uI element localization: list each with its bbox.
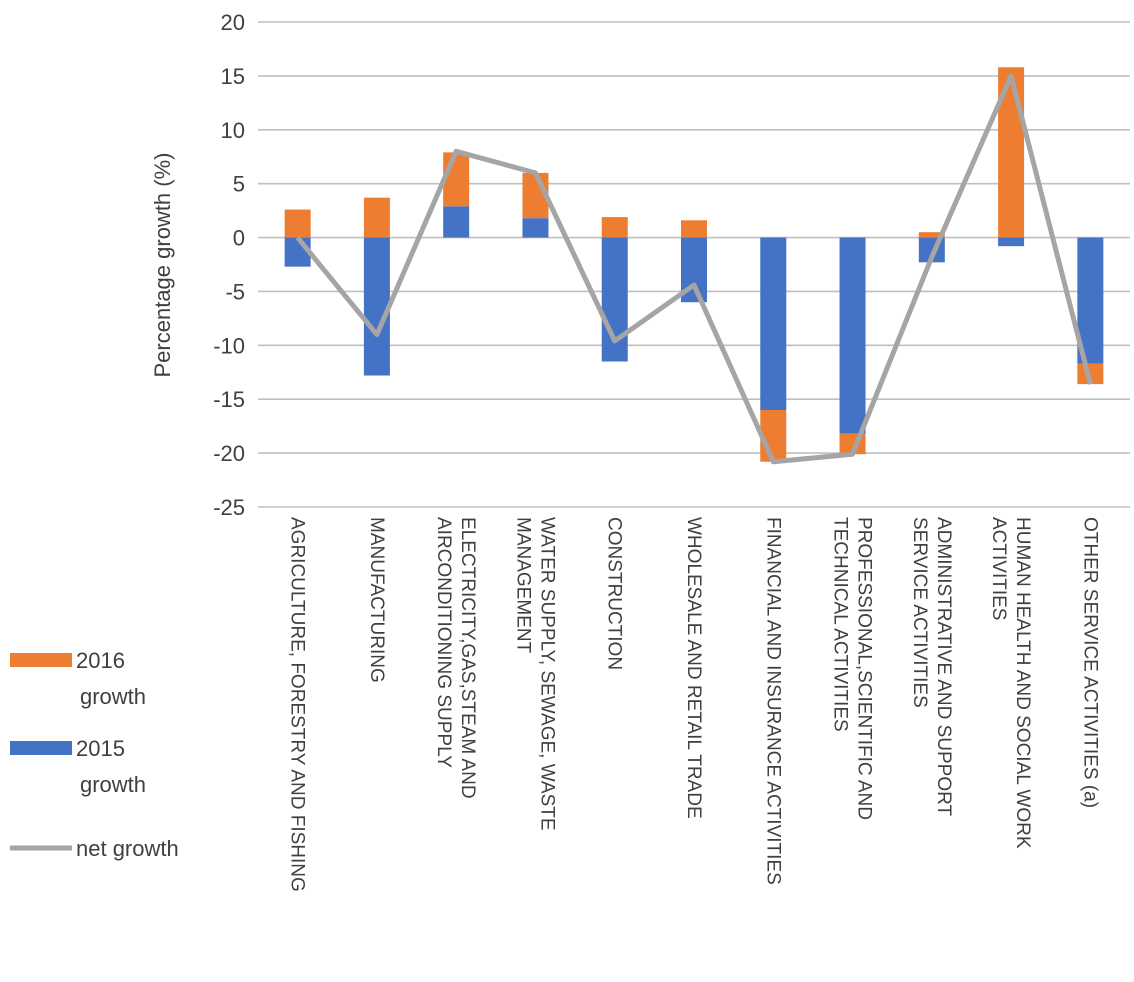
category-label: CONSTRUCTION [604,517,625,670]
net-growth-series [295,73,1093,465]
bar-2016-growth [760,410,787,462]
y-tick-label: -10 [213,333,245,358]
bar-2015-growth [522,218,549,238]
bar-2015-growth [443,206,470,238]
category-label: ADMINISTRATIVE AND SUPPORTSERVICE ACTIVI… [909,517,954,817]
y-tick-label: -5 [225,279,245,304]
y-tick-label: 5 [233,172,245,197]
y-tick-label: -25 [213,495,245,520]
legend-item: 2015 growth [10,736,146,797]
bar-2016-growth [363,197,390,238]
category-labels: AGRICULTURE, FORESTRY AND FISHING MANUFAC… [287,517,1101,892]
category-label: WATER SUPPLY, SEWAGE, WASTEMANAGEMENT [512,517,557,831]
category-label: HUMAN HEALTH AND SOCIAL WORKACTIVITIES [988,517,1033,849]
legend-label: 2015 growth [76,736,146,797]
category-label: OTHER SERVICE ACTIVITIES (a) [1079,517,1100,808]
category-label: ELECTRICITY,GAS,STEAM ANDAIRCONDITIONING… [433,517,478,799]
bar-2016-growth [443,152,470,207]
bar-2016-growth [284,209,311,238]
legend-label: 2016 growth [76,648,146,709]
y-tick-label: 20 [221,10,245,35]
bar-2015-growth [839,237,866,434]
bar-2016-growth [1077,363,1104,385]
y-tick-label: 15 [221,64,245,89]
legend-swatch [10,653,72,667]
legend-item: net growth [10,836,179,861]
legend: 2016 growth 2015 growth net growth [10,648,179,861]
bar-2016-growth [601,217,628,238]
bar-2015-growth [363,237,390,376]
bar-2016-growth [918,232,945,238]
y-tick-label: -15 [213,387,245,412]
bar-2015-growth [760,237,787,410]
y-tick-label: -20 [213,441,245,466]
bar-2015-growth [998,237,1025,247]
category-label: PROFESSIONAL,SCIENTIFIC ANDTECHNICAL ACT… [830,517,875,820]
legend-item: 2016 growth [10,648,146,709]
legend-swatch [10,741,72,755]
legend-label: net growth [76,836,179,861]
bar-2016-growth [681,220,707,238]
category-label: FINANCIAL AND INSURANCE ACTIVITIES [762,517,783,885]
category-label: MANUFACTURING [366,517,387,683]
y-axis-title: Percentage growth (%) [150,153,175,378]
category-label: AGRICULTURE, FORESTRY AND FISHING [287,517,308,892]
y-axis-tick-labels: 20 15 10 5 0 -5 -10 -15 -20 -25 [213,10,245,520]
y-tick-label: 0 [233,226,245,251]
y-tick-label: 10 [221,118,245,143]
category-label: WHOLESALE AND RETAIL TRADE [683,517,704,819]
